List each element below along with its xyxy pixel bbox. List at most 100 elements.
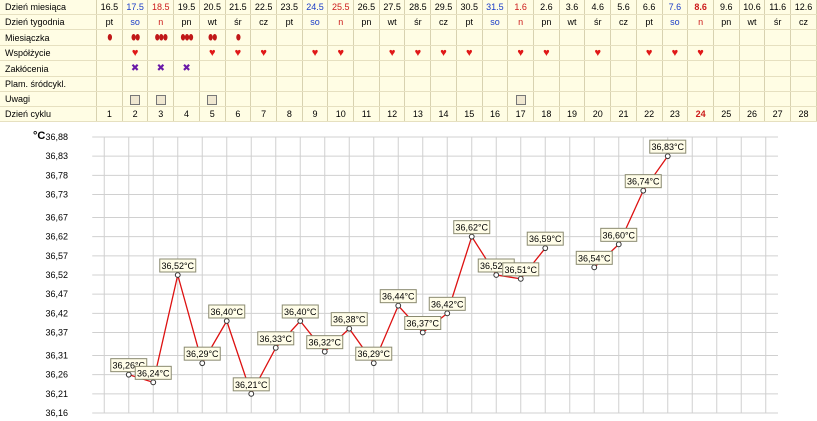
disturbance-cell[interactable]	[713, 60, 740, 77]
day-of-month-cell[interactable]: 24.5	[302, 0, 329, 15]
temperature-point[interactable]	[444, 310, 451, 317]
menstruation-cell[interactable]	[687, 29, 714, 46]
menstruation-cell[interactable]	[404, 29, 432, 46]
day-of-month-cell[interactable]: 10.6	[739, 0, 766, 15]
spotting-cell[interactable]	[147, 76, 175, 92]
notes-cell[interactable]	[199, 91, 226, 107]
cycle-day-cell[interactable]: 1	[96, 106, 123, 122]
intercourse-cell[interactable]	[276, 45, 303, 61]
day-of-month-cell[interactable]: 20.5	[199, 0, 226, 15]
temperature-point[interactable]	[272, 344, 279, 351]
spotting-cell[interactable]	[379, 76, 406, 92]
notes-cell[interactable]	[379, 91, 406, 107]
intercourse-cell[interactable]	[353, 45, 380, 61]
intercourse-cell[interactable]	[713, 45, 740, 61]
notes-cell[interactable]	[687, 91, 714, 107]
spotting-cell[interactable]	[199, 76, 226, 92]
cycle-day-cell[interactable]: 14	[430, 106, 457, 122]
disturbance-cell[interactable]	[96, 60, 123, 77]
notes-cell[interactable]	[713, 91, 740, 107]
menstruation-cell[interactable]	[327, 29, 355, 46]
day-of-month-cell[interactable]: 17.5	[122, 0, 149, 15]
cycle-day-cell[interactable]: 7	[250, 106, 277, 122]
notes-cell[interactable]	[430, 91, 457, 107]
cycle-day-cell[interactable]: 12	[379, 106, 406, 122]
intercourse-cell[interactable]: ♥	[302, 45, 329, 61]
disturbance-cell[interactable]	[225, 60, 252, 77]
spotting-cell[interactable]	[636, 76, 663, 92]
disturbance-cell[interactable]	[327, 60, 355, 77]
intercourse-cell[interactable]	[482, 45, 509, 61]
disturbance-cell[interactable]	[199, 60, 226, 77]
disturbance-cell[interactable]	[276, 60, 303, 77]
day-of-week-cell[interactable]: n	[687, 14, 714, 30]
cycle-day-cell[interactable]: 25	[713, 106, 740, 122]
day-of-week-cell[interactable]: cz	[430, 14, 457, 30]
notes-cell[interactable]	[636, 91, 663, 107]
notes-cell[interactable]	[327, 91, 355, 107]
cycle-day-cell[interactable]: 11	[353, 106, 380, 122]
cycle-day-cell[interactable]: 2	[122, 106, 149, 122]
disturbance-cell[interactable]: ✖	[122, 60, 149, 77]
notes-cell[interactable]	[482, 91, 509, 107]
menstruation-cell[interactable]	[584, 29, 612, 46]
cycle-day-cell[interactable]: 16	[482, 106, 509, 122]
menstruation-cell[interactable]	[636, 29, 663, 46]
intercourse-cell[interactable]	[739, 45, 766, 61]
notes-cell[interactable]	[764, 91, 792, 107]
day-of-month-cell[interactable]: 29.5	[430, 0, 457, 15]
day-of-month-cell[interactable]: 9.6	[713, 0, 740, 15]
cycle-day-cell[interactable]: 4	[173, 106, 200, 122]
intercourse-cell[interactable]: ♥	[533, 45, 560, 61]
spotting-cell[interactable]	[713, 76, 740, 92]
temperature-point[interactable]	[223, 318, 230, 324]
day-of-month-cell[interactable]: 2.6	[533, 0, 560, 15]
temperature-point[interactable]	[150, 379, 157, 386]
cycle-day-cell[interactable]: 23	[662, 106, 689, 122]
temperature-point[interactable]	[615, 241, 622, 248]
day-of-week-cell[interactable]: pn	[713, 14, 740, 30]
temperature-point[interactable]	[174, 272, 181, 278]
cycle-day-cell[interactable]: 19	[559, 106, 586, 122]
notes-cell[interactable]	[122, 91, 149, 107]
day-of-month-cell[interactable]: 19.5	[173, 0, 200, 15]
day-of-month-cell[interactable]: 3.6	[559, 0, 586, 15]
day-of-week-cell[interactable]: wt	[559, 14, 586, 30]
menstruation-cell[interactable]: ⬮⬮	[122, 29, 149, 46]
cycle-day-cell[interactable]: 18	[533, 106, 560, 122]
intercourse-cell[interactable]: ♥	[662, 45, 689, 61]
intercourse-cell[interactable]: ♥	[584, 45, 612, 61]
menstruation-cell[interactable]	[302, 29, 329, 46]
intercourse-cell[interactable]: ♥	[199, 45, 226, 61]
menstruation-cell[interactable]	[482, 29, 509, 46]
day-of-week-cell[interactable]: n	[507, 14, 534, 30]
cycle-day-cell[interactable]: 27	[764, 106, 792, 122]
spotting-cell[interactable]	[764, 76, 792, 92]
notes-cell[interactable]	[559, 91, 586, 107]
cycle-day-cell[interactable]: 24	[687, 106, 714, 122]
disturbance-cell[interactable]	[584, 60, 612, 77]
spotting-cell[interactable]	[584, 76, 612, 92]
spotting-cell[interactable]	[559, 76, 586, 92]
day-of-month-cell[interactable]: 31.5	[482, 0, 509, 15]
day-of-week-cell[interactable]: pn	[533, 14, 560, 30]
spotting-cell[interactable]	[250, 76, 277, 92]
intercourse-cell[interactable]: ♥	[379, 45, 406, 61]
disturbance-cell[interactable]	[456, 60, 483, 77]
spotting-cell[interactable]	[404, 76, 432, 92]
menstruation-cell[interactable]	[353, 29, 380, 46]
disturbance-cell[interactable]	[662, 60, 689, 77]
day-of-month-cell[interactable]: 12.6	[790, 0, 817, 15]
intercourse-cell[interactable]	[96, 45, 123, 61]
disturbance-cell[interactable]	[507, 60, 534, 77]
temperature-point[interactable]	[640, 187, 647, 194]
notes-cell[interactable]	[147, 91, 175, 107]
notes-cell[interactable]	[276, 91, 303, 107]
day-of-week-cell[interactable]: cz	[790, 14, 817, 30]
cycle-day-cell[interactable]: 15	[456, 106, 483, 122]
disturbance-cell[interactable]	[379, 60, 406, 77]
day-of-week-cell[interactable]: wt	[739, 14, 766, 30]
intercourse-cell[interactable]: ♥	[456, 45, 483, 61]
intercourse-cell[interactable]: ♥	[250, 45, 277, 61]
spotting-cell[interactable]	[482, 76, 509, 92]
